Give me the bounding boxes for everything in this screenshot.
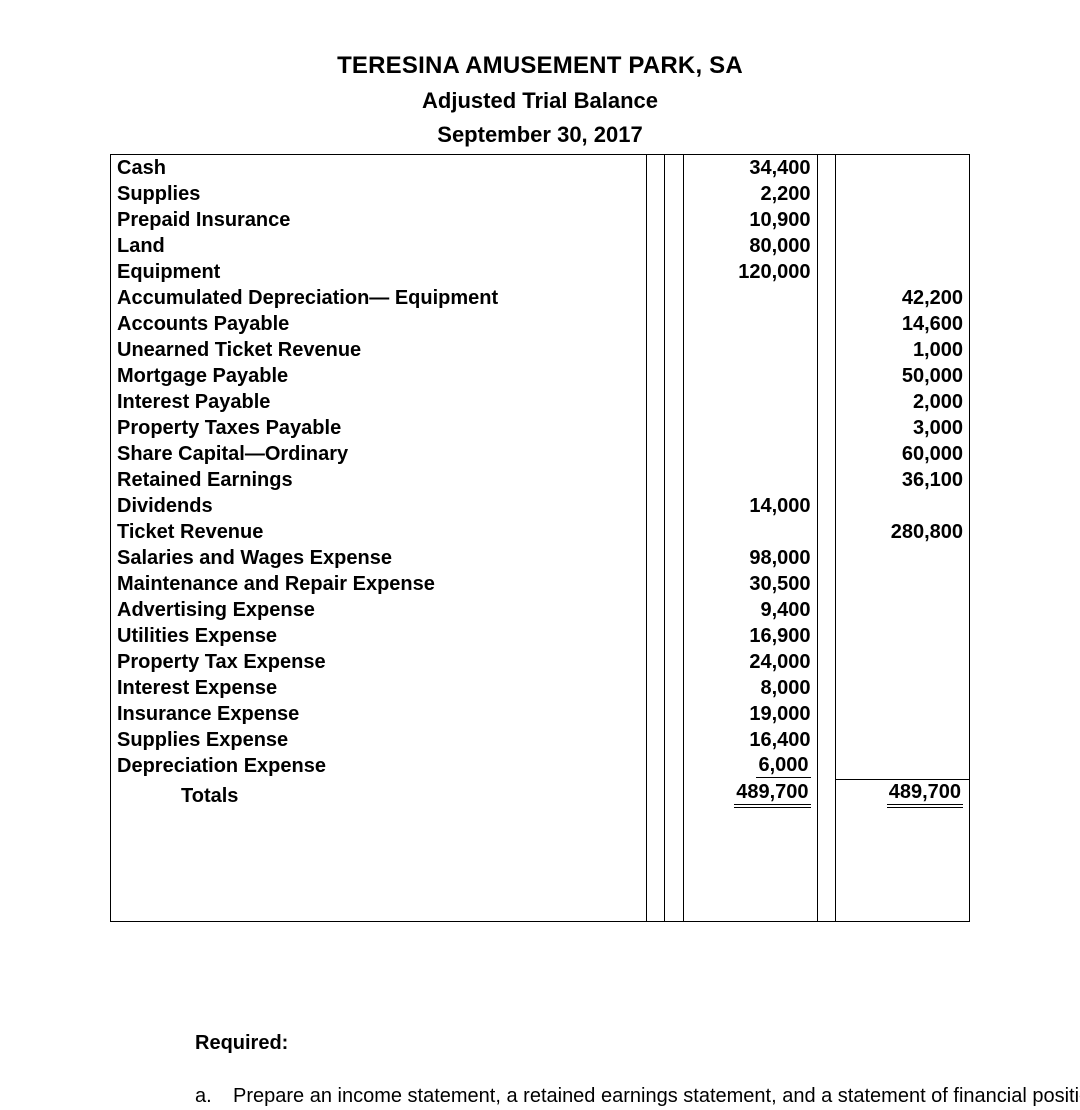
credit-value (836, 545, 970, 571)
account-name: Interest Payable (111, 389, 647, 415)
credit-value: 42,200 (836, 285, 970, 311)
debit-value: 19,000 (683, 701, 817, 727)
account-name: Property Taxes Payable (111, 415, 647, 441)
question-item: a. Prepare an income statement, a retain… (195, 1083, 1080, 1110)
credit-value (836, 154, 970, 181)
debit-value: 16,900 (683, 623, 817, 649)
debit-value: 120,000 (683, 259, 817, 285)
debit-value: 9,400 (683, 597, 817, 623)
debit-value (683, 467, 817, 493)
credit-value (836, 571, 970, 597)
debit-value: 80,000 (683, 233, 817, 259)
question-item-text: Prepare an income statement, a retained … (233, 1083, 1080, 1110)
debit-value: 98,000 (683, 545, 817, 571)
account-name: Utilities Expense (111, 623, 647, 649)
credit-value (836, 233, 970, 259)
credit-value (836, 623, 970, 649)
debit-value: 16,400 (683, 727, 817, 753)
account-name: Accounts Payable (111, 311, 647, 337)
account-name: Accumulated Depreciation— Equipment (111, 285, 647, 311)
debit-value (683, 441, 817, 467)
credit-value: 2,000 (836, 389, 970, 415)
debit-value (683, 519, 817, 545)
report-date: September 30, 2017 (0, 120, 1080, 150)
account-name: Land (111, 233, 647, 259)
credit-value (836, 727, 970, 753)
account-name: Maintenance and Repair Expense (111, 571, 647, 597)
credit-value: 50,000 (836, 363, 970, 389)
debit-value: 24,000 (683, 649, 817, 675)
debit-value: 30,500 (683, 571, 817, 597)
account-name: Mortgage Payable (111, 363, 647, 389)
credit-value (836, 649, 970, 675)
credit-value: 280,800 (836, 519, 970, 545)
required-label: Required: (195, 1032, 1080, 1055)
debit-value (683, 311, 817, 337)
totals-credit: 489,700 (836, 779, 970, 809)
account-name: Prepaid Insurance (111, 207, 647, 233)
debit-value (683, 285, 817, 311)
credit-value (836, 597, 970, 623)
credit-value (836, 701, 970, 727)
report-title: Adjusted Trial Balance (0, 86, 1080, 116)
account-name: Cash (111, 154, 647, 181)
totals-debit: 489,700 (683, 779, 817, 809)
credit-value: 36,100 (836, 467, 970, 493)
debit-value (683, 363, 817, 389)
account-name: Share Capital—Ordinary (111, 441, 647, 467)
account-name: Retained Earnings (111, 467, 647, 493)
question-item-marker: a. (195, 1083, 219, 1110)
debit-value: 14,000 (683, 493, 817, 519)
credit-value: 3,000 (836, 415, 970, 441)
credit-value (836, 207, 970, 233)
credit-value (836, 753, 970, 780)
credit-value (836, 675, 970, 701)
debit-value: 34,400 (683, 154, 817, 181)
credit-value: 1,000 (836, 337, 970, 363)
question-block: Required: a. Prepare an income statement… (195, 1032, 1080, 1110)
credit-value: 60,000 (836, 441, 970, 467)
debit-value (683, 415, 817, 441)
debit-value: 8,000 (683, 675, 817, 701)
credit-value (836, 181, 970, 207)
account-name: Supplies (111, 181, 647, 207)
page: TERESINA AMUSEMENT PARK, SA Adjusted Tri… (0, 0, 1080, 1110)
debit-value: 6,000 (683, 753, 817, 780)
credit-value (836, 493, 970, 519)
totals-label: Totals (111, 779, 647, 809)
debit-value: 2,200 (683, 181, 817, 207)
debit-value: 10,900 (683, 207, 817, 233)
debit-value (683, 389, 817, 415)
account-name: Depreciation Expense (111, 753, 647, 780)
credit-value: 14,600 (836, 311, 970, 337)
account-name: Property Tax Expense (111, 649, 647, 675)
company-name: TERESINA AMUSEMENT PARK, SA (0, 50, 1080, 82)
account-name: Salaries and Wages Expense (111, 545, 647, 571)
account-name: Equipment (111, 259, 647, 285)
trial-balance-table: Cash 34,400 Supplies 2,200 Prepaid Insurance… (110, 154, 970, 922)
account-name: Unearned Ticket Revenue (111, 337, 647, 363)
account-name: Insurance Expense (111, 701, 647, 727)
account-name: Dividends (111, 493, 647, 519)
account-name: Interest Expense (111, 675, 647, 701)
debit-value (683, 337, 817, 363)
account-name: Ticket Revenue (111, 519, 647, 545)
account-name: Supplies Expense (111, 727, 647, 753)
account-name: Advertising Expense (111, 597, 647, 623)
credit-value (836, 259, 970, 285)
